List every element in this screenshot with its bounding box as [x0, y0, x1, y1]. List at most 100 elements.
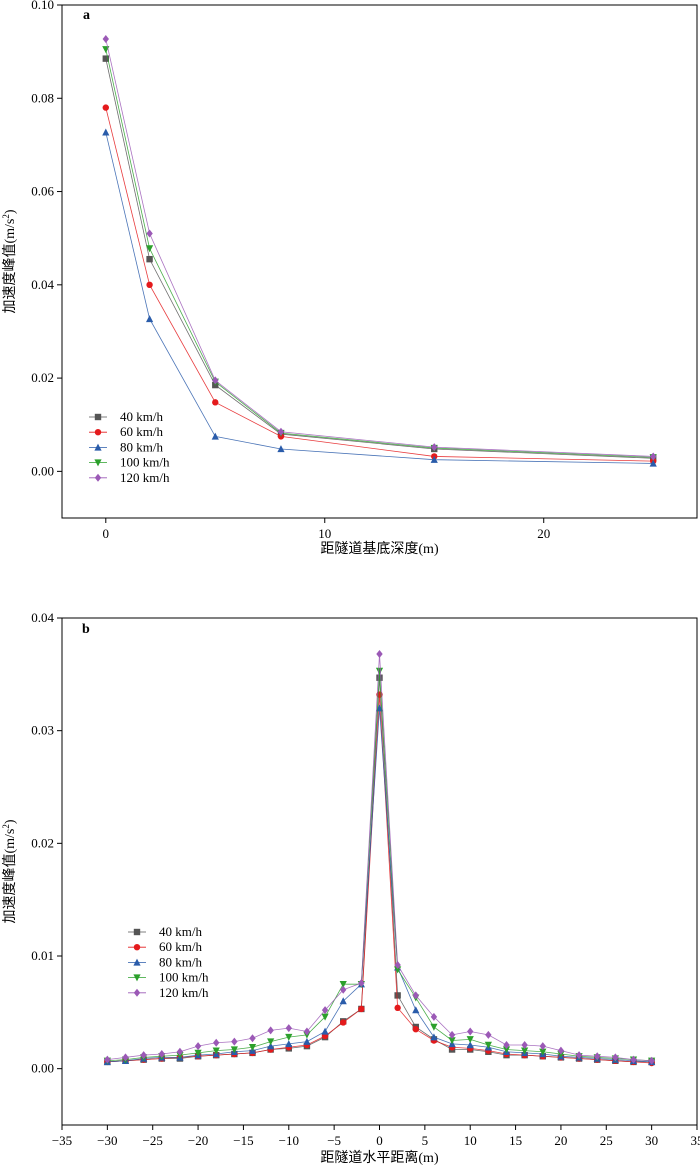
- data-point-s3-7: [230, 1046, 238, 1054]
- series-line-0: [105, 58, 654, 459]
- data-point-s3-24: [539, 1048, 547, 1056]
- y-tick-label: 0.00: [31, 463, 54, 478]
- data-point-s4-15: [376, 650, 383, 659]
- x-tick-label: −25: [143, 1133, 163, 1148]
- data-point-s1-0: [102, 104, 109, 111]
- chart-panel-b: 0.00 0.01 0.02 0.03 0.04 −35 −30 −25 −20 −15 −10 −5…: [1, 610, 700, 1166]
- x-tick-label: 10: [318, 526, 331, 541]
- data-point-s2-5: [649, 459, 657, 467]
- data-point-s4-22: [503, 1041, 510, 1050]
- x-tick-label: −10: [279, 1133, 299, 1148]
- data-point-s4-21: [485, 1030, 492, 1039]
- data-point-s4-24: [539, 1042, 546, 1051]
- data-point-s0-1: [146, 255, 153, 263]
- data-point-s2-13: [339, 997, 347, 1005]
- data-point-s4-1: [146, 229, 153, 238]
- legend-marker: [133, 928, 141, 936]
- data-point-s3-19: [448, 1037, 456, 1045]
- legend-entry: 40 km/h: [120, 409, 163, 424]
- y-axis-title-main: 加速度峰值(m/s: [2, 219, 18, 314]
- x-tick-label: −35: [52, 1133, 72, 1148]
- data-point-s1-1: [146, 281, 153, 289]
- data-point-s1-13: [340, 1019, 347, 1026]
- data-point-s2-17: [412, 1006, 420, 1014]
- data-point-s3-9: [267, 1038, 275, 1046]
- y-tick-label: 0.02: [31, 370, 54, 385]
- y-tick-label: 0.04: [31, 277, 54, 292]
- data-point-s3-10: [285, 1033, 293, 1041]
- panel-label: b: [82, 622, 90, 637]
- data-point-s3-22: [502, 1046, 511, 1054]
- data-point-s4-5: [194, 1042, 202, 1051]
- data-point-s4-17: [412, 991, 419, 1000]
- series-line-0: [107, 677, 652, 1063]
- x-tick-label: 25: [600, 1133, 613, 1148]
- legend-marker: [133, 988, 141, 997]
- data-point-s4-9: [267, 1026, 274, 1035]
- data-point-s4-10: [285, 1024, 292, 1033]
- data-point-s3-1: [145, 245, 154, 253]
- y-axis-title-end: ): [3, 819, 18, 824]
- legend-marker: [133, 974, 141, 982]
- data-point-s2-0: [102, 128, 110, 136]
- legend-entry: 80 km/h: [120, 439, 163, 454]
- data-point-s4-0: [102, 35, 109, 44]
- chart-panel-a: 0.00 0.02 0.04 0.06 0.08 0.10 0 10 20 a 距隧道基底深度(m)…: [1, 0, 698, 557]
- series-4: [102, 35, 657, 461]
- data-point-s1-17: [412, 1026, 419, 1033]
- data-point-s2-20: [466, 1041, 474, 1049]
- x-tick-label: 30: [645, 1133, 658, 1148]
- data-point-s3-6: [212, 1047, 220, 1055]
- x-tick-label: −5: [327, 1133, 341, 1148]
- series-1: [102, 104, 657, 465]
- y-tick-label: 0.10: [31, 0, 54, 12]
- legend-entry: 120 km/h: [120, 470, 170, 485]
- data-point-s2-3: [277, 445, 285, 453]
- x-axis-title: 距隧道基底深度(m): [320, 540, 439, 557]
- y-tick-label: 0.03: [31, 723, 54, 738]
- series-1: [104, 691, 655, 1067]
- legend-entry: 40 km/h: [159, 924, 202, 939]
- series-0: [104, 674, 655, 1066]
- legend-marker: [133, 958, 141, 966]
- x-tick-label: −15: [233, 1133, 253, 1148]
- y-tick-label: 0.08: [31, 90, 54, 105]
- legend-marker: [94, 443, 102, 451]
- data-point-s2-1: [145, 315, 154, 323]
- legend-entry: 60 km/h: [159, 939, 202, 954]
- data-point-s3-21: [484, 1041, 492, 1049]
- y-axis-title-sup: 2: [1, 214, 11, 219]
- legend-marker: [133, 944, 141, 951]
- series-2: [103, 704, 656, 1066]
- series-line-4: [105, 38, 654, 457]
- legend-entry: 120 km/h: [159, 985, 209, 1000]
- legend-entry: 100 km/h: [159, 970, 209, 985]
- data-point-s4-7: [231, 1037, 238, 1046]
- data-point-s4-26: [575, 1051, 583, 1060]
- panel-label: a: [83, 8, 90, 23]
- y-tick-label: 0.06: [31, 184, 54, 199]
- data-point-s4-14: [358, 979, 365, 988]
- data-point-s2-18: [430, 1033, 438, 1041]
- series-3: [103, 667, 656, 1065]
- x-tick-label: 5: [422, 1133, 429, 1148]
- y-axis-title-main: 加速度峰值(m/s: [2, 829, 18, 924]
- data-point-s4-25: [557, 1046, 565, 1055]
- data-point-s2-11: [303, 1037, 311, 1045]
- series-line-2: [105, 132, 654, 464]
- data-point-s3-18: [430, 1023, 438, 1031]
- x-tick-label: 15: [509, 1133, 522, 1148]
- y-axis-title: 加速度峰值(m/s2): [1, 819, 18, 923]
- x-tick-label: 0: [103, 526, 110, 541]
- x-tick-label: 20: [554, 1133, 567, 1148]
- data-point-s4-2: [140, 1051, 147, 1060]
- x-tick-label: 35: [691, 1133, 700, 1148]
- series-line-1: [105, 107, 654, 462]
- data-point-s2-2: [211, 432, 219, 440]
- y-axis-title-end: ): [3, 209, 18, 214]
- data-point-s4-2: [212, 376, 219, 385]
- y-tick-label: 0.04: [31, 610, 54, 625]
- data-point-s1-14: [358, 1005, 365, 1013]
